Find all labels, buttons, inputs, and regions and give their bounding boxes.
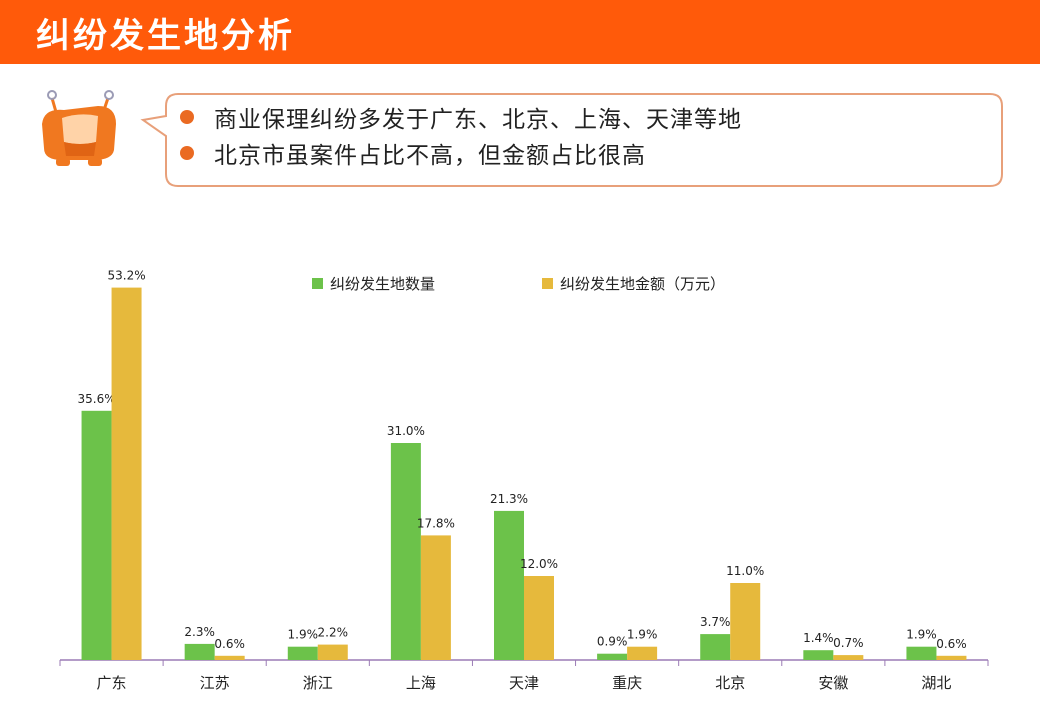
bar-count — [184, 643, 215, 660]
bullet-dot-icon — [180, 146, 194, 160]
data-label: 2.3% — [184, 625, 215, 639]
x-tick-label: 重庆 — [612, 674, 642, 692]
orange-basket-mascot-icon — [42, 90, 116, 166]
data-label: 0.6% — [936, 637, 967, 651]
legend-label: 纠纷发生地金额（万元） — [560, 275, 725, 293]
data-label: 1.4% — [803, 631, 834, 645]
data-label: 0.6% — [214, 637, 245, 651]
bar-amount — [627, 646, 658, 660]
data-label: 53.2% — [107, 269, 145, 283]
bar-count — [906, 646, 937, 660]
data-label: 17.8% — [417, 516, 455, 530]
data-label: 1.9% — [288, 628, 319, 642]
bar-amount — [936, 655, 967, 660]
callout-text: 北京市虽案件占比不高，但金额占比很高 — [214, 143, 646, 169]
data-label: 31.0% — [387, 424, 425, 438]
x-tick-label: 浙江 — [303, 674, 333, 692]
data-label: 1.9% — [906, 628, 937, 642]
bar-amount — [317, 644, 348, 660]
x-tick-label: 北京 — [715, 674, 745, 692]
bar-count — [597, 653, 628, 660]
callout-text: 商业保理纠纷多发于广东、北京、上海、天津等地 — [214, 107, 742, 133]
callout-item: 北京市虽案件占比不高，但金额占比很高 — [180, 135, 980, 171]
bullet-dot-icon — [180, 110, 194, 124]
page-title: 纠纷发生地分析 — [36, 16, 295, 56]
x-tick-label: 湖北 — [921, 674, 951, 692]
header-bar: 纠纷发生地分析 — [0, 0, 1040, 64]
x-tick-label: 江苏 — [200, 674, 230, 692]
bar-amount — [111, 287, 142, 660]
data-label: 2.2% — [318, 626, 349, 640]
bar-amount — [833, 655, 864, 660]
data-label: 3.7% — [700, 615, 731, 629]
x-tick-label: 安徽 — [818, 674, 848, 692]
legend-label: 纠纷发生地数量 — [330, 275, 435, 293]
bar-amount — [524, 576, 554, 660]
x-tick-label: 上海 — [406, 674, 436, 692]
bar-count — [494, 510, 524, 660]
data-label: 21.3% — [490, 492, 528, 506]
x-tick-label: 广东 — [97, 674, 127, 692]
x-tick-label: 天津 — [509, 674, 539, 692]
data-label: 0.9% — [597, 635, 628, 649]
legend-swatch — [542, 278, 553, 289]
data-label: 0.7% — [833, 636, 864, 650]
data-label: 35.6% — [77, 392, 115, 406]
callout-list: 商业保理纠纷多发于广东、北京、上海、天津等地 北京市虽案件占比不高，但金额占比很… — [180, 99, 980, 171]
data-label: 11.0% — [726, 564, 764, 578]
bar-chart: 35.6%53.2%广东2.3%0.6%江苏1.9% 2.2%浙江31.0%17.… — [59, 269, 989, 692]
bar-count — [390, 443, 421, 660]
bar-count — [287, 646, 318, 660]
bar-count — [700, 634, 731, 660]
bar-count — [803, 650, 834, 660]
callout-item: 商业保理纠纷多发于广东、北京、上海、天津等地 — [180, 99, 980, 135]
data-label: 12.0% — [520, 557, 558, 571]
bar-amount — [420, 535, 451, 660]
legend-swatch — [312, 278, 323, 289]
bar-amount — [730, 583, 761, 660]
bar-amount — [214, 655, 245, 660]
callout-bubble — [140, 93, 1003, 187]
data-label: 1.9% — [627, 628, 658, 642]
bar-count — [81, 410, 112, 660]
